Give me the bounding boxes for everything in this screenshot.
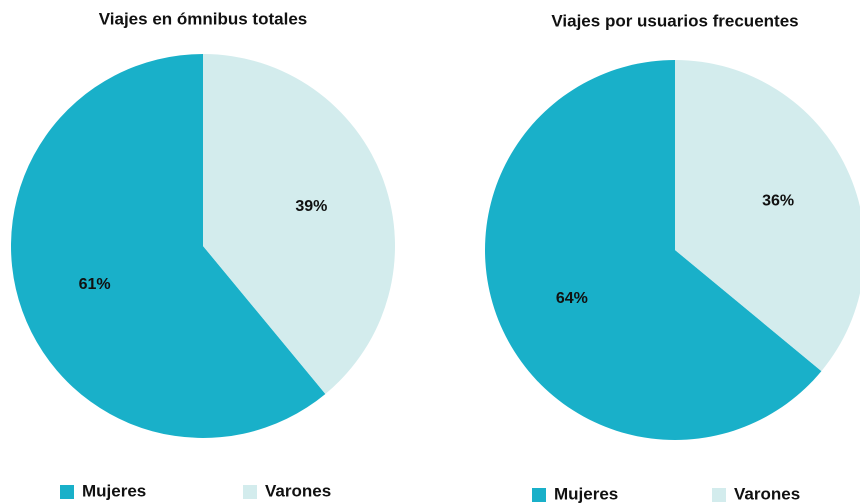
value-label: 64%	[556, 290, 588, 307]
legend-label: Varones	[734, 484, 800, 503]
value-label: 39%	[295, 198, 327, 215]
value-label: 61%	[79, 276, 111, 293]
legend-swatch	[60, 485, 74, 499]
chart-title: Viajes por usuarios frecuentes	[551, 11, 798, 30]
legend-swatch	[712, 488, 726, 502]
pie-slice	[11, 54, 326, 439]
legend-label: Varones	[265, 481, 331, 500]
legend-label: Mujeres	[554, 484, 618, 503]
legend-label: Mujeres	[82, 481, 146, 500]
pie-slice	[203, 54, 395, 394]
pie-slice	[485, 60, 822, 441]
pie-slice	[675, 60, 860, 372]
chart-title: Viajes en ómnibus totales	[99, 9, 307, 28]
value-label: 36%	[762, 193, 794, 210]
legend-swatch	[243, 485, 257, 499]
legend-swatch	[532, 488, 546, 502]
